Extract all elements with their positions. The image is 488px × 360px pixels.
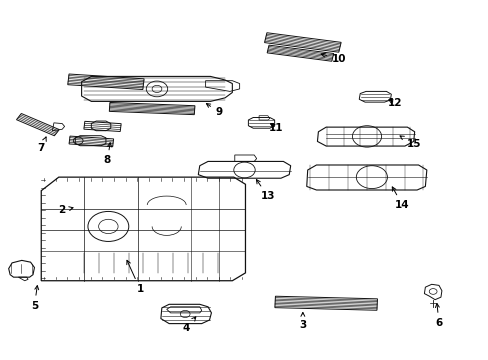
Text: 6: 6 xyxy=(434,303,442,328)
Text: 7: 7 xyxy=(38,137,46,153)
Text: 14: 14 xyxy=(391,187,409,210)
Text: 15: 15 xyxy=(399,136,420,149)
Text: 10: 10 xyxy=(321,53,346,64)
Text: 11: 11 xyxy=(268,123,283,133)
Text: 1: 1 xyxy=(126,260,143,294)
Text: 3: 3 xyxy=(299,312,306,330)
Text: 13: 13 xyxy=(256,180,275,201)
Text: 5: 5 xyxy=(31,285,39,311)
Text: 2: 2 xyxy=(59,205,73,215)
Text: 4: 4 xyxy=(182,317,195,333)
Text: 12: 12 xyxy=(387,98,402,108)
Text: 8: 8 xyxy=(103,143,111,165)
Text: 9: 9 xyxy=(206,104,223,117)
